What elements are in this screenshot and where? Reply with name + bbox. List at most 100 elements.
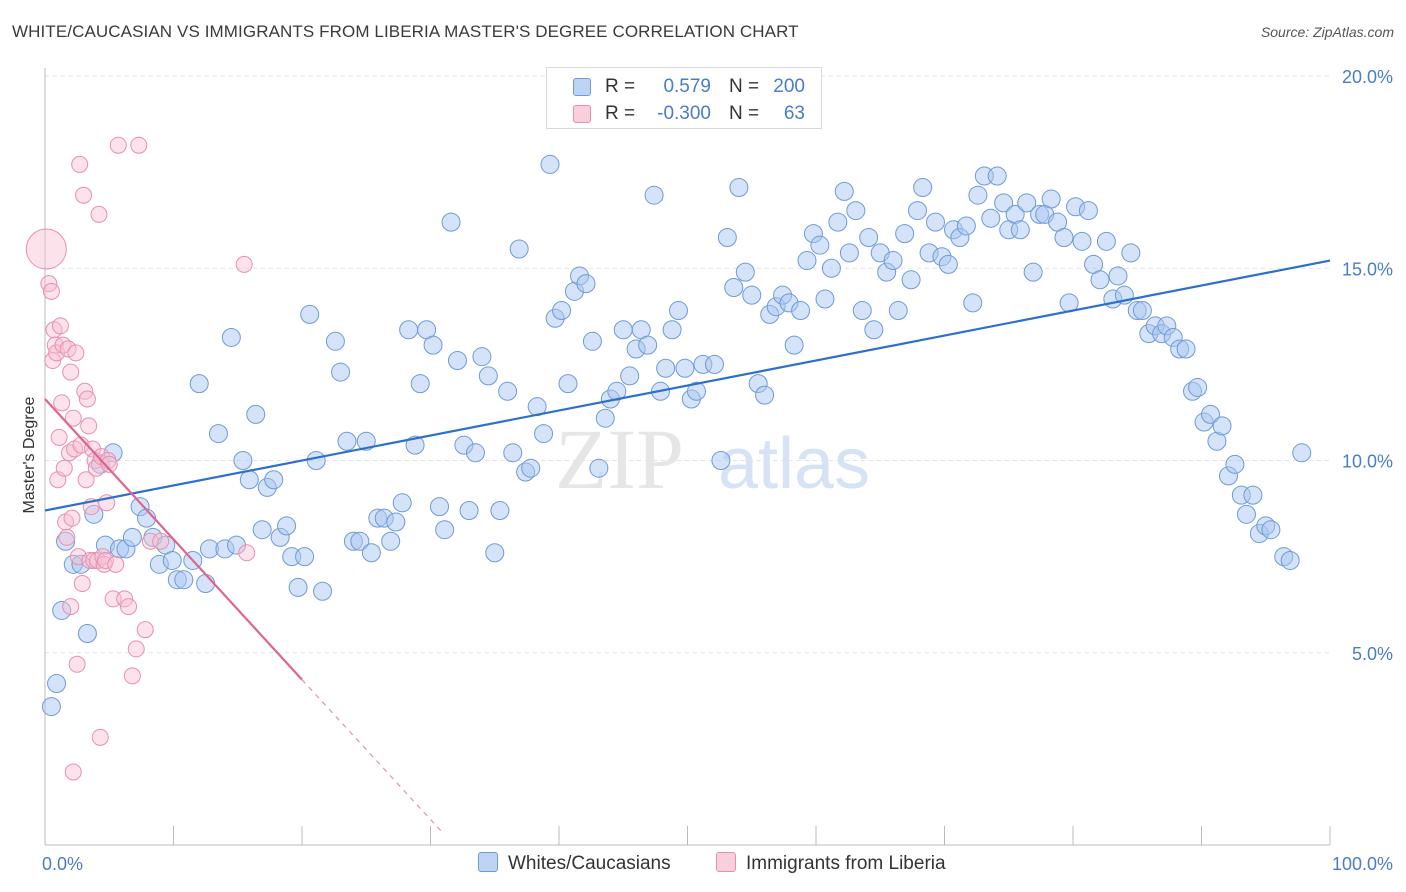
data-point-whites xyxy=(350,531,370,551)
data-point-whites xyxy=(162,550,182,570)
data-point-whites xyxy=(755,385,775,405)
data-point-whites xyxy=(47,674,67,694)
data-point-whites xyxy=(913,178,933,198)
chart-title: WHITE/CAUCASIAN VS IMMIGRANTS FROM LIBER… xyxy=(12,22,799,41)
data-point-whites xyxy=(815,289,835,309)
data-point-liberia xyxy=(123,667,141,685)
watermark-atlas: atlas xyxy=(718,424,870,504)
legend-swatch-blue xyxy=(573,78,591,96)
data-point-liberia xyxy=(107,555,125,573)
bottom-legend-liberia: Immigrants from Liberia xyxy=(716,852,946,875)
data-point-whites xyxy=(638,335,658,355)
data-point-liberia xyxy=(59,340,77,358)
data-point-whites xyxy=(888,301,908,321)
bottom-legend-swatch-blue xyxy=(478,852,498,872)
data-point-whites xyxy=(1280,550,1300,570)
data-point-liberia xyxy=(235,255,253,273)
data-point-liberia xyxy=(141,532,159,550)
trend-line-liberia-extension xyxy=(301,679,444,834)
legend-n-label: N = xyxy=(729,76,760,97)
legend-row-whites: R = 0.579 N = 200 xyxy=(547,73,821,101)
series-liberia-points xyxy=(25,136,256,781)
data-point-liberia xyxy=(63,509,81,527)
data-point-whites xyxy=(981,208,1001,228)
data-point-liberia xyxy=(136,621,154,639)
data-point-whites xyxy=(1292,443,1312,463)
data-point-whites xyxy=(540,154,560,174)
data-point-whites xyxy=(1054,227,1074,247)
watermark: ZIP atlas xyxy=(555,411,870,507)
data-point-liberia xyxy=(62,598,80,616)
legend-n-value: 63 xyxy=(783,103,805,124)
data-point-liberia xyxy=(238,544,256,562)
data-point-whites xyxy=(277,516,297,536)
data-point-whites xyxy=(465,443,485,463)
data-point-whites xyxy=(288,577,308,597)
tick-labels: 5.0% 10.0% 15.0% 20.0% 0.0% 100.0% xyxy=(42,67,1393,874)
data-point-whites xyxy=(595,408,615,428)
data-point-whites xyxy=(264,470,284,490)
data-point-whites xyxy=(233,451,253,470)
bottom-legend-label: Immigrants from Liberia xyxy=(746,853,946,874)
legend-n-value: 200 xyxy=(773,76,805,97)
legend-r-label: R = xyxy=(605,76,636,97)
data-point-whites xyxy=(196,574,216,594)
data-point-whites xyxy=(1096,231,1116,251)
data-point-liberia xyxy=(120,598,138,616)
trend-line-liberia xyxy=(44,398,303,681)
data-point-whites xyxy=(429,497,449,517)
data-point-liberia xyxy=(75,186,93,204)
data-point-whites xyxy=(675,358,695,378)
data-point-liberia xyxy=(68,655,86,673)
data-point-whites xyxy=(325,331,345,351)
legend-n-label: N = xyxy=(729,103,760,124)
data-point-whites xyxy=(1017,193,1037,213)
data-point-liberia xyxy=(77,471,95,489)
data-point-whites xyxy=(246,404,266,424)
data-point-whites xyxy=(423,335,443,355)
data-point-whites xyxy=(313,581,333,601)
data-point-whites xyxy=(295,547,315,567)
data-point-whites xyxy=(821,258,841,278)
data-point-whites xyxy=(784,335,804,355)
data-point-whites xyxy=(883,251,903,271)
data-point-liberia xyxy=(116,590,134,608)
data-point-liberia xyxy=(25,228,67,270)
correlation-legend: R = 0.579 N = 200 R = -0.300 N = 63 xyxy=(546,67,822,129)
data-point-whites xyxy=(711,451,731,470)
data-point-whites xyxy=(828,212,848,232)
data-point-liberia xyxy=(96,551,114,569)
y-tick-label: 20.0% xyxy=(1342,67,1393,87)
data-point-whites xyxy=(252,520,272,540)
data-point-whites xyxy=(704,354,724,374)
y-tick-label: 5.0% xyxy=(1352,644,1393,664)
data-point-liberia xyxy=(50,428,68,446)
data-point-whites xyxy=(1200,404,1220,424)
data-point-whites xyxy=(582,331,602,351)
data-point-whites xyxy=(797,251,817,271)
data-point-whites xyxy=(221,327,241,347)
data-point-whites xyxy=(498,381,518,401)
data-point-liberia xyxy=(91,728,109,746)
data-point-whites xyxy=(399,320,419,340)
data-point-whites xyxy=(1121,243,1141,263)
data-point-whites xyxy=(1261,520,1281,540)
data-point-whites xyxy=(662,320,682,340)
data-point-whites xyxy=(839,243,859,263)
data-point-whites xyxy=(576,274,596,294)
data-point-whites xyxy=(1225,454,1245,474)
legend-row-liberia: R = -0.300 N = 63 xyxy=(547,100,821,128)
data-point-whites xyxy=(895,224,915,244)
data-point-whites xyxy=(405,435,425,455)
data-point-whites xyxy=(791,301,811,321)
data-point-whites xyxy=(1078,201,1098,221)
data-point-whites xyxy=(472,347,492,367)
data-point-whites xyxy=(392,493,412,513)
data-point-whites xyxy=(1176,339,1196,359)
data-point-whites xyxy=(386,512,406,532)
data-point-liberia xyxy=(104,590,122,608)
data-point-whites xyxy=(938,254,958,274)
data-point-whites xyxy=(717,227,737,247)
data-point-whites xyxy=(1212,416,1232,436)
